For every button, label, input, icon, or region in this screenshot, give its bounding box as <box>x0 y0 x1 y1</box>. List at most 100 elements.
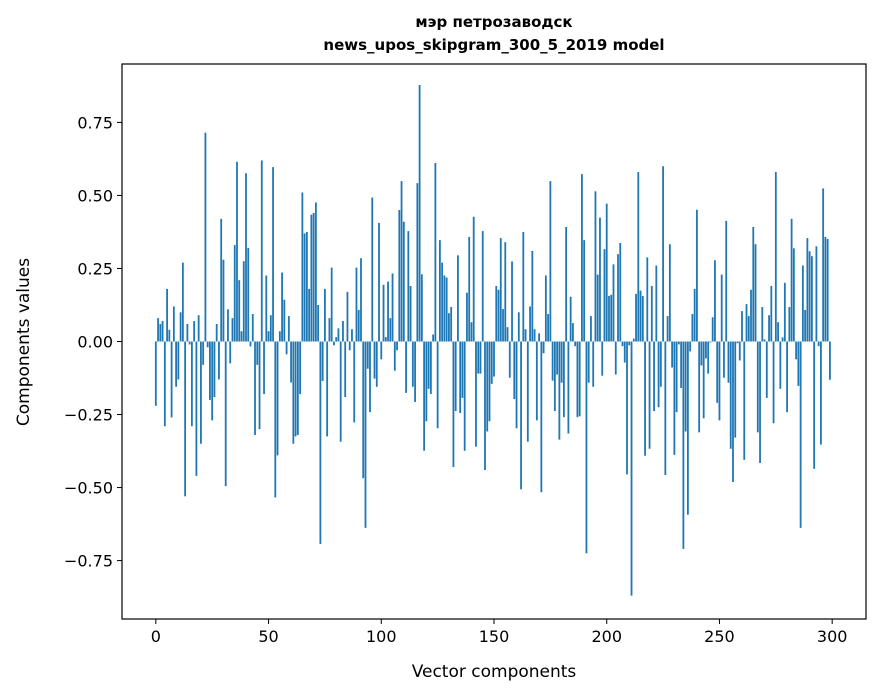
bar <box>382 284 385 342</box>
bar <box>759 341 761 464</box>
bar <box>587 341 590 383</box>
bar <box>238 280 241 342</box>
bar <box>795 341 798 360</box>
bar <box>362 341 365 479</box>
bar <box>292 341 295 444</box>
bar <box>324 288 326 342</box>
bar <box>346 291 349 342</box>
y-tick-label: −0.50 <box>64 479 113 498</box>
bar <box>159 323 162 342</box>
x-tick-label: 50 <box>258 627 278 646</box>
bar <box>626 341 628 475</box>
y-axis-label: Components values <box>14 258 34 426</box>
bar <box>565 226 568 342</box>
bar <box>157 318 159 342</box>
bar <box>761 307 764 342</box>
bar <box>260 160 263 342</box>
bar <box>788 307 791 342</box>
bar <box>603 249 606 342</box>
bar <box>499 238 502 342</box>
bar <box>709 341 712 343</box>
bar <box>326 341 329 437</box>
bar <box>675 341 678 413</box>
bar <box>747 316 750 342</box>
bar <box>664 341 667 475</box>
bar <box>186 323 189 342</box>
bar <box>727 341 730 383</box>
bar <box>168 329 171 342</box>
bar <box>576 341 579 418</box>
bar <box>301 192 304 342</box>
bar <box>804 309 807 342</box>
bar <box>673 341 676 455</box>
bar <box>371 197 374 342</box>
bar <box>779 341 782 389</box>
bar <box>265 275 268 342</box>
y-tick-label: 0.50 <box>77 186 113 205</box>
bar <box>409 286 412 342</box>
bar <box>251 314 254 342</box>
bar <box>752 226 755 342</box>
bar <box>457 255 459 342</box>
bar <box>222 259 225 342</box>
bar <box>195 341 198 476</box>
bar <box>170 341 173 418</box>
bar <box>610 294 613 342</box>
bar <box>558 341 561 440</box>
bar <box>247 248 250 342</box>
bar <box>380 341 383 360</box>
bar <box>305 231 308 342</box>
bar <box>797 341 800 386</box>
bar <box>628 341 631 346</box>
bar <box>391 273 394 342</box>
x-tick-label: 100 <box>366 627 397 646</box>
bar <box>166 288 168 342</box>
bar <box>486 341 489 432</box>
bar <box>278 331 281 342</box>
bar <box>680 341 683 388</box>
bar <box>197 315 200 342</box>
bar <box>497 289 500 342</box>
bar <box>635 293 637 342</box>
bar <box>768 315 770 342</box>
bar <box>517 312 520 342</box>
bar <box>718 341 721 421</box>
bar <box>378 222 380 342</box>
bar <box>281 272 283 342</box>
bar <box>596 274 599 342</box>
bar <box>227 309 229 342</box>
bar <box>184 341 187 497</box>
bar <box>272 167 274 342</box>
bar <box>389 318 392 342</box>
chart-subtitle: news_upos_skipgram_300_5_2019 model <box>323 36 664 54</box>
bar <box>772 341 775 424</box>
bar <box>520 341 522 490</box>
bar <box>188 341 191 345</box>
bar <box>224 341 227 487</box>
bar <box>267 331 270 342</box>
bar <box>574 341 577 347</box>
y-axis-ticks: −0.75 −0.50 −0.25 0.00 0.25 0.50 0.75 <box>64 113 122 571</box>
bar <box>741 311 743 342</box>
bar <box>585 341 588 554</box>
bar <box>351 329 353 342</box>
bar <box>233 245 236 342</box>
bar <box>493 341 495 377</box>
bar <box>161 321 164 342</box>
bar <box>551 341 554 381</box>
bar <box>549 181 552 342</box>
bar <box>659 341 662 387</box>
bar <box>416 183 419 342</box>
bar <box>630 341 633 596</box>
bar <box>206 341 209 348</box>
bar <box>436 341 439 429</box>
bar <box>443 275 446 342</box>
bar <box>387 281 389 342</box>
bar <box>544 275 547 342</box>
bar <box>614 341 617 375</box>
bar <box>502 309 504 342</box>
bar <box>599 217 601 342</box>
bar <box>668 244 671 342</box>
bar <box>813 341 816 469</box>
